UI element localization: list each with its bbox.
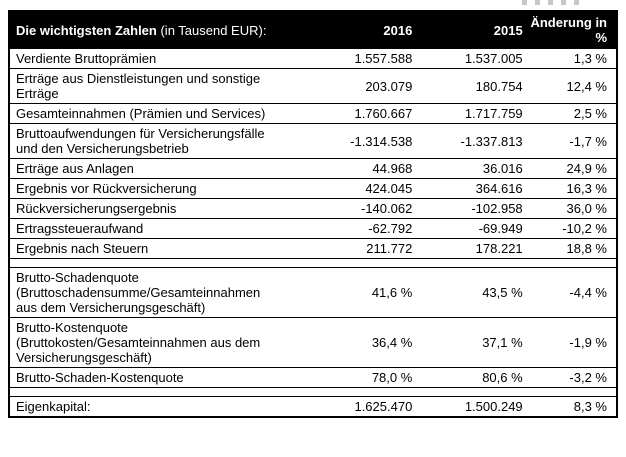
value-change: -1,7 %: [522, 123, 617, 159]
table-row: Erträge aus Anlagen 44.968 36.016 24,9 %: [9, 158, 617, 179]
value-change: 12,4 %: [522, 68, 617, 104]
table-row: Verdiente Bruttoprämien 1.557.588 1.537.…: [9, 48, 617, 69]
spacer-cell: [522, 258, 617, 268]
value-2015: 1.500.249: [412, 396, 523, 417]
header-col-change: Änderung in %: [522, 11, 617, 49]
value-change: 2,5 %: [522, 103, 617, 124]
row-label: Gesamteinnahmen (Prämien und Services): [9, 103, 288, 124]
value-2016: -1.314.538: [287, 123, 413, 159]
value-2015: 36.016: [412, 158, 523, 179]
value-2015: 80,6 %: [412, 367, 523, 388]
value-2016: 203.079: [287, 68, 413, 104]
spacer-cell: [287, 258, 413, 268]
value-change: 24,9 %: [522, 158, 617, 179]
value-change: -10,2 %: [522, 218, 617, 239]
row-label: Brutto-Kostenquote (Bruttokosten/Gesamte…: [9, 317, 288, 368]
value-2016: 424.045: [287, 178, 413, 199]
table-title-suffix: (in Tausend EUR):: [156, 22, 267, 38]
row-label: Brutto-Schadenquote (Bruttoschadensumme/…: [9, 267, 288, 318]
value-2016: 211.772: [287, 238, 413, 259]
value-change: 8,3 %: [522, 396, 617, 417]
header-col-2015: 2015: [412, 11, 523, 49]
value-2015: -102.958: [412, 198, 523, 219]
key-figures-table: Die wichtigsten Zahlen (in Tausend EUR):…: [8, 10, 618, 418]
row-label: Ertragssteueraufwand: [9, 218, 288, 239]
value-2016: 44.968: [287, 158, 413, 179]
table-row: Ertragssteueraufwand -62.792 -69.949 -10…: [9, 218, 617, 239]
row-label: Ergebnis vor Rückversicherung: [9, 178, 288, 199]
row-label: Erträge aus Anlagen: [9, 158, 288, 179]
row-label: Ergebnis nach Steuern: [9, 238, 288, 259]
table-row: Erträge aus Dienstleistungen und sonstig…: [9, 68, 617, 104]
value-2015: 37,1 %: [412, 317, 523, 368]
header-row: Die wichtigsten Zahlen (in Tausend EUR):…: [9, 11, 617, 49]
table-row: Ergebnis nach Steuern 211.772 178.221 18…: [9, 238, 617, 259]
header-col-change-line2: %: [595, 30, 607, 45]
value-2015: -69.949: [412, 218, 523, 239]
value-change: 36,0 %: [522, 198, 617, 219]
value-2015: 1.717.759: [412, 103, 523, 124]
value-2016: 1.625.470: [287, 396, 413, 417]
row-label: Rückversicherungsergebnis: [9, 198, 288, 219]
value-2015: 43,5 %: [412, 267, 523, 318]
spacer-cell: [9, 258, 288, 268]
row-label: Erträge aus Dienstleistungen und sonstig…: [9, 68, 288, 104]
table-row: Gesamteinnahmen (Prämien und Services) 1…: [9, 103, 617, 124]
value-change: 16,3 %: [522, 178, 617, 199]
value-change: -1,9 %: [522, 317, 617, 368]
spacer-cell: [287, 387, 413, 397]
value-2016: 1.760.667: [287, 103, 413, 124]
value-2016: 36,4 %: [287, 317, 413, 368]
value-2016: -140.062: [287, 198, 413, 219]
spacer-row: [9, 258, 617, 268]
value-change: 18,8 %: [522, 238, 617, 259]
table-row: Bruttoaufwendungen für Versicherungsfäll…: [9, 123, 617, 159]
value-2015: 1.537.005: [412, 48, 523, 69]
table-row: Eigenkapital: 1.625.470 1.500.249 8,3 %: [9, 396, 617, 417]
table-row: Rückversicherungsergebnis -140.062 -102.…: [9, 198, 617, 219]
spacer-row: [9, 387, 617, 397]
table-title: Die wichtigsten Zahlen: [16, 22, 157, 38]
table-row: Ergebnis vor Rückversicherung 424.045 36…: [9, 178, 617, 199]
cropped-text-artifact: [522, 0, 584, 5]
header-col-2016: 2016: [287, 11, 413, 49]
spacer-cell: [9, 387, 288, 397]
spacer-cell: [412, 258, 523, 268]
value-2015: -1.337.813: [412, 123, 523, 159]
table-row: Brutto-Schadenquote (Bruttoschadensumme/…: [9, 267, 617, 318]
row-label: Eigenkapital:: [9, 396, 288, 417]
value-change: 1,3 %: [522, 48, 617, 69]
value-2016: 1.557.588: [287, 48, 413, 69]
table-header: Die wichtigsten Zahlen (in Tausend EUR):…: [9, 11, 617, 49]
value-2015: 364.616: [412, 178, 523, 199]
value-change: -4,4 %: [522, 267, 617, 318]
header-title-cell: Die wichtigsten Zahlen (in Tausend EUR):: [9, 11, 288, 49]
header-col-change-line1: Änderung in: [530, 15, 607, 30]
spacer-cell: [412, 387, 523, 397]
row-label: Verdiente Bruttoprämien: [9, 48, 288, 69]
table-row: Brutto-Schaden-Kostenquote 78,0 % 80,6 %…: [9, 367, 617, 388]
row-label: Brutto-Schaden-Kostenquote: [9, 367, 288, 388]
table-body: Verdiente Bruttoprämien 1.557.588 1.537.…: [9, 48, 617, 417]
table-row: Brutto-Kostenquote (Bruttokosten/Gesamte…: [9, 317, 617, 368]
value-2015: 178.221: [412, 238, 523, 259]
value-change: -3,2 %: [522, 367, 617, 388]
row-label: Bruttoaufwendungen für Versicherungsfäll…: [9, 123, 288, 159]
value-2015: 180.754: [412, 68, 523, 104]
value-2016: 78,0 %: [287, 367, 413, 388]
value-2016: -62.792: [287, 218, 413, 239]
key-figures-table-container: Die wichtigsten Zahlen (in Tausend EUR):…: [8, 10, 618, 418]
value-2016: 41,6 %: [287, 267, 413, 318]
spacer-cell: [522, 387, 617, 397]
